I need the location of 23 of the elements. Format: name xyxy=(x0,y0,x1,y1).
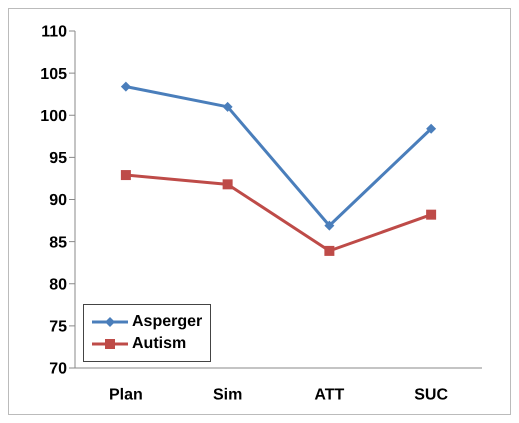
legend-label: Asperger xyxy=(132,313,202,331)
point xyxy=(324,220,334,231)
x-tick-label: ATT xyxy=(314,386,345,404)
y-tick-label: 70 xyxy=(49,360,68,378)
y-tick-label: 90 xyxy=(49,192,68,210)
x-tick-label: Plan xyxy=(108,386,143,404)
point xyxy=(120,170,131,180)
x-tick-label: SUC xyxy=(414,386,448,404)
point xyxy=(426,210,436,220)
y-tick-label: 100 xyxy=(40,108,68,125)
y-tick-label: 110 xyxy=(41,24,68,41)
point xyxy=(222,179,233,190)
x-tick-label: Sim xyxy=(212,386,242,404)
y-tick-label: 80 xyxy=(49,276,68,294)
point xyxy=(222,102,233,112)
y-tick-label: 75 xyxy=(49,318,68,336)
point xyxy=(324,246,334,256)
y-tick-label: 85 xyxy=(49,234,68,252)
y-tick-label: 105 xyxy=(40,66,68,83)
point xyxy=(120,82,131,92)
point xyxy=(426,124,436,134)
y-tick-label: 95 xyxy=(49,150,68,168)
legend-label: Autism xyxy=(132,335,186,353)
